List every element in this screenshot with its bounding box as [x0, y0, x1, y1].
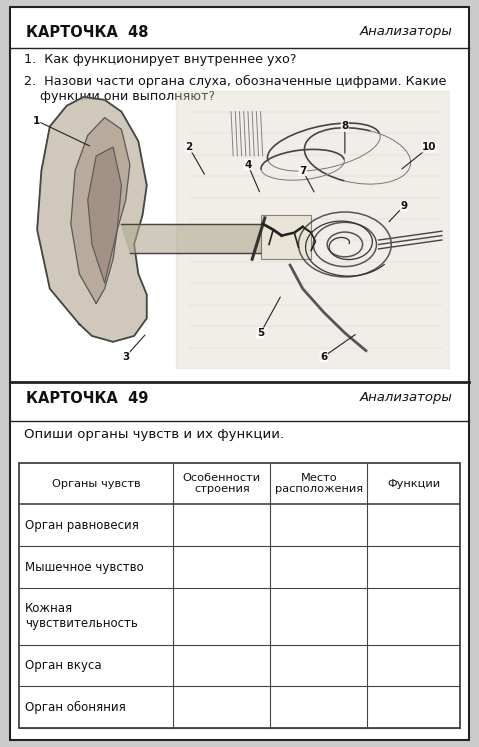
Text: Мышечное чувство: Мышечное чувство	[25, 560, 144, 574]
Text: Орган обоняния: Орган обоняния	[25, 701, 125, 714]
Text: 3: 3	[122, 352, 129, 362]
Polygon shape	[88, 147, 122, 283]
Text: Кожная
чувствительность: Кожная чувствительность	[25, 602, 138, 630]
Text: КАРТОЧКА  48: КАРТОЧКА 48	[26, 25, 149, 40]
Text: 10: 10	[422, 142, 436, 152]
Polygon shape	[37, 97, 147, 342]
Text: Опиши органы чувств и их функции.: Опиши органы чувств и их функции.	[24, 428, 284, 441]
Text: КАРТОЧКА  49: КАРТОЧКА 49	[26, 391, 148, 406]
Text: 6: 6	[320, 352, 328, 362]
Bar	[261, 215, 311, 259]
Text: Место
расположения: Место расположения	[275, 473, 363, 495]
Bar	[19, 463, 460, 728]
Text: 7: 7	[299, 166, 307, 176]
Text: Орган равновесия: Орган равновесия	[25, 518, 139, 532]
Text: Орган вкуса: Орган вкуса	[25, 659, 102, 672]
Text: Анализаторы: Анализаторы	[360, 25, 453, 38]
Polygon shape	[176, 91, 450, 368]
Text: 4: 4	[244, 160, 251, 170]
Text: Органы чувств: Органы чувств	[52, 479, 141, 489]
Text: 8: 8	[341, 122, 349, 131]
Text: Функции: Функции	[387, 479, 440, 489]
Polygon shape	[122, 224, 261, 253]
Text: 5: 5	[257, 328, 264, 338]
Text: Особенности
строения: Особенности строения	[183, 473, 261, 495]
Text: 1: 1	[33, 116, 40, 125]
Text: 1.  Как функционирует внутреннее ухо?: 1. Как функционирует внутреннее ухо?	[24, 53, 297, 66]
Text: 9: 9	[400, 201, 408, 211]
Text: 2: 2	[185, 142, 193, 152]
Text: 2.  Назови части органа слуха, обозначенные цифрами. Какие
    функции они выпол: 2. Назови части органа слуха, обозначенн…	[24, 75, 446, 103]
Polygon shape	[71, 117, 130, 303]
Text: Анализаторы: Анализаторы	[360, 391, 453, 403]
